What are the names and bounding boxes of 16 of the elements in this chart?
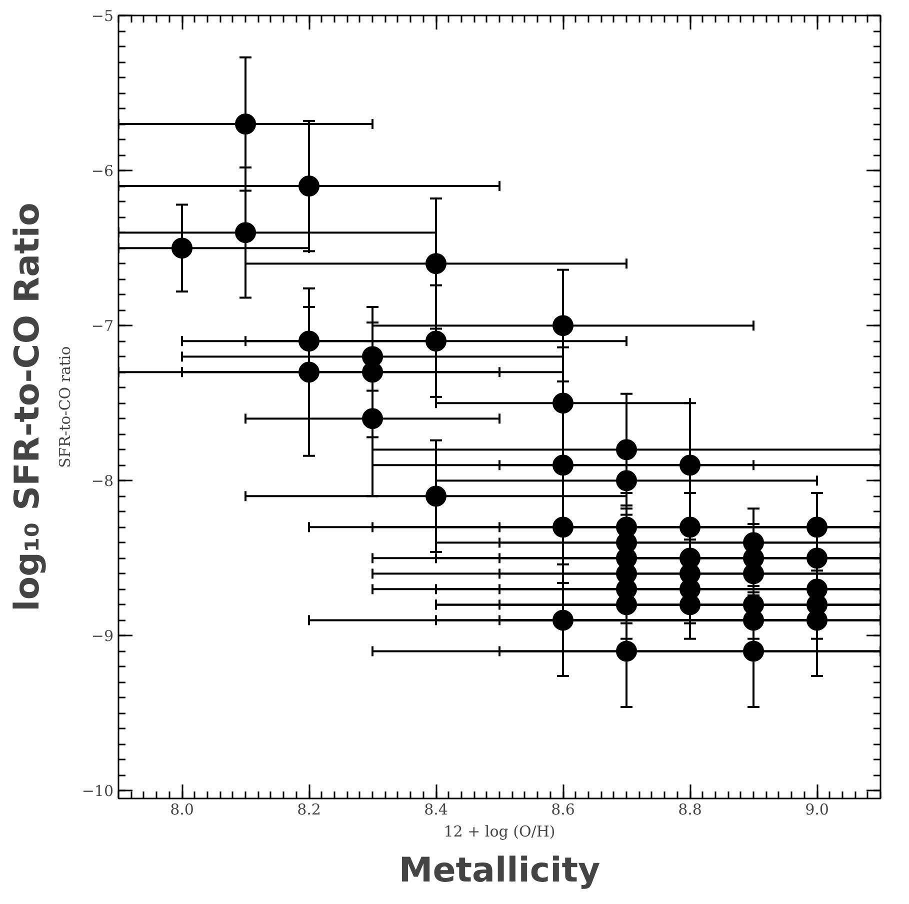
x-tick-label: 8.6 bbox=[551, 800, 575, 818]
x-tick-label: 9.0 bbox=[805, 800, 829, 818]
y-tick-label: −6 bbox=[91, 162, 114, 180]
y-axis-title: SFR-to-CO ratio bbox=[56, 346, 74, 468]
y-tick-label: −8 bbox=[91, 472, 114, 490]
x-tick-label: 8.8 bbox=[678, 800, 702, 818]
y-tick-label: −9 bbox=[91, 627, 114, 646]
text: log₁₀ SFR-to-CO Ratio bbox=[8, 202, 48, 612]
x-tick-label: 8.2 bbox=[297, 800, 321, 818]
x-tick-label: 8.4 bbox=[424, 800, 448, 818]
y-tick-label: −10 bbox=[82, 782, 114, 800]
x-axis-title: 12 + log (O/H) bbox=[444, 822, 556, 840]
text: Metallicity bbox=[398, 850, 600, 890]
x-tick-label: 8.0 bbox=[170, 800, 194, 818]
y-tick-label: −7 bbox=[91, 317, 114, 336]
y-tick-label: −5 bbox=[91, 7, 114, 25]
